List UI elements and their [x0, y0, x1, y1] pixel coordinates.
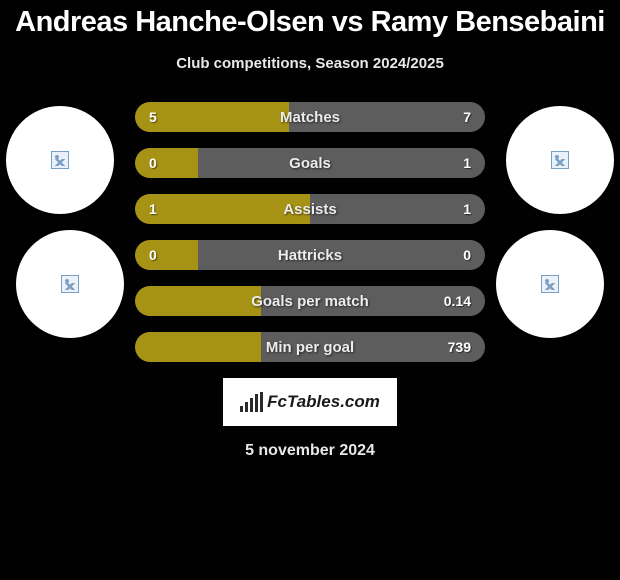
- stat-bar: Goals per match0.14: [135, 286, 485, 316]
- stat-bar: 0Hattricks0: [135, 240, 485, 270]
- stat-label: Hattricks: [135, 240, 485, 270]
- image-placeholder-icon: [61, 275, 79, 293]
- image-placeholder-icon: [541, 275, 559, 293]
- player1-club-avatar: [16, 230, 124, 338]
- stat-right-value: 1: [463, 148, 471, 178]
- stat-bars-container: 5Matches70Goals11Assists10Hattricks0Goal…: [135, 102, 485, 362]
- logo-text: FcTables.com: [267, 392, 380, 412]
- logo-bar-segment: [260, 392, 263, 412]
- stat-label: Assists: [135, 194, 485, 224]
- image-placeholder-icon: [51, 151, 69, 169]
- stat-label: Min per goal: [135, 332, 485, 362]
- page-subtitle: Club competitions, Season 2024/2025: [0, 55, 620, 72]
- stat-label: Goals per match: [135, 286, 485, 316]
- content-area: 5Matches70Goals11Assists10Hattricks0Goal…: [0, 102, 620, 460]
- stat-right-value: 0.14: [444, 286, 471, 316]
- comparison-infographic: Andreas Hanche-Olsen vs Ramy Bensebaini …: [0, 0, 620, 580]
- stat-bar: 1Assists1: [135, 194, 485, 224]
- logo-bars-icon: [240, 392, 263, 412]
- logo-bar-segment: [255, 394, 258, 412]
- stat-bar: 0Goals1: [135, 148, 485, 178]
- player2-club-avatar: [496, 230, 604, 338]
- stat-right-value: 7: [463, 102, 471, 132]
- stat-bar: Min per goal739: [135, 332, 485, 362]
- player1-photo-avatar: [6, 106, 114, 214]
- logo-bar-segment: [240, 406, 243, 412]
- stat-right-value: 0: [463, 240, 471, 270]
- fctables-logo: FcTables.com: [223, 378, 397, 426]
- player2-photo-avatar: [506, 106, 614, 214]
- date-label: 5 november 2024: [0, 442, 620, 460]
- logo-bar-segment: [245, 402, 248, 412]
- stat-bar: 5Matches7: [135, 102, 485, 132]
- stat-right-value: 739: [448, 332, 471, 362]
- stat-label: Matches: [135, 102, 485, 132]
- logo-bar-segment: [250, 398, 253, 412]
- page-title: Andreas Hanche-Olsen vs Ramy Bensebaini: [0, 0, 620, 39]
- stat-right-value: 1: [463, 194, 471, 224]
- stat-label: Goals: [135, 148, 485, 178]
- image-placeholder-icon: [551, 151, 569, 169]
